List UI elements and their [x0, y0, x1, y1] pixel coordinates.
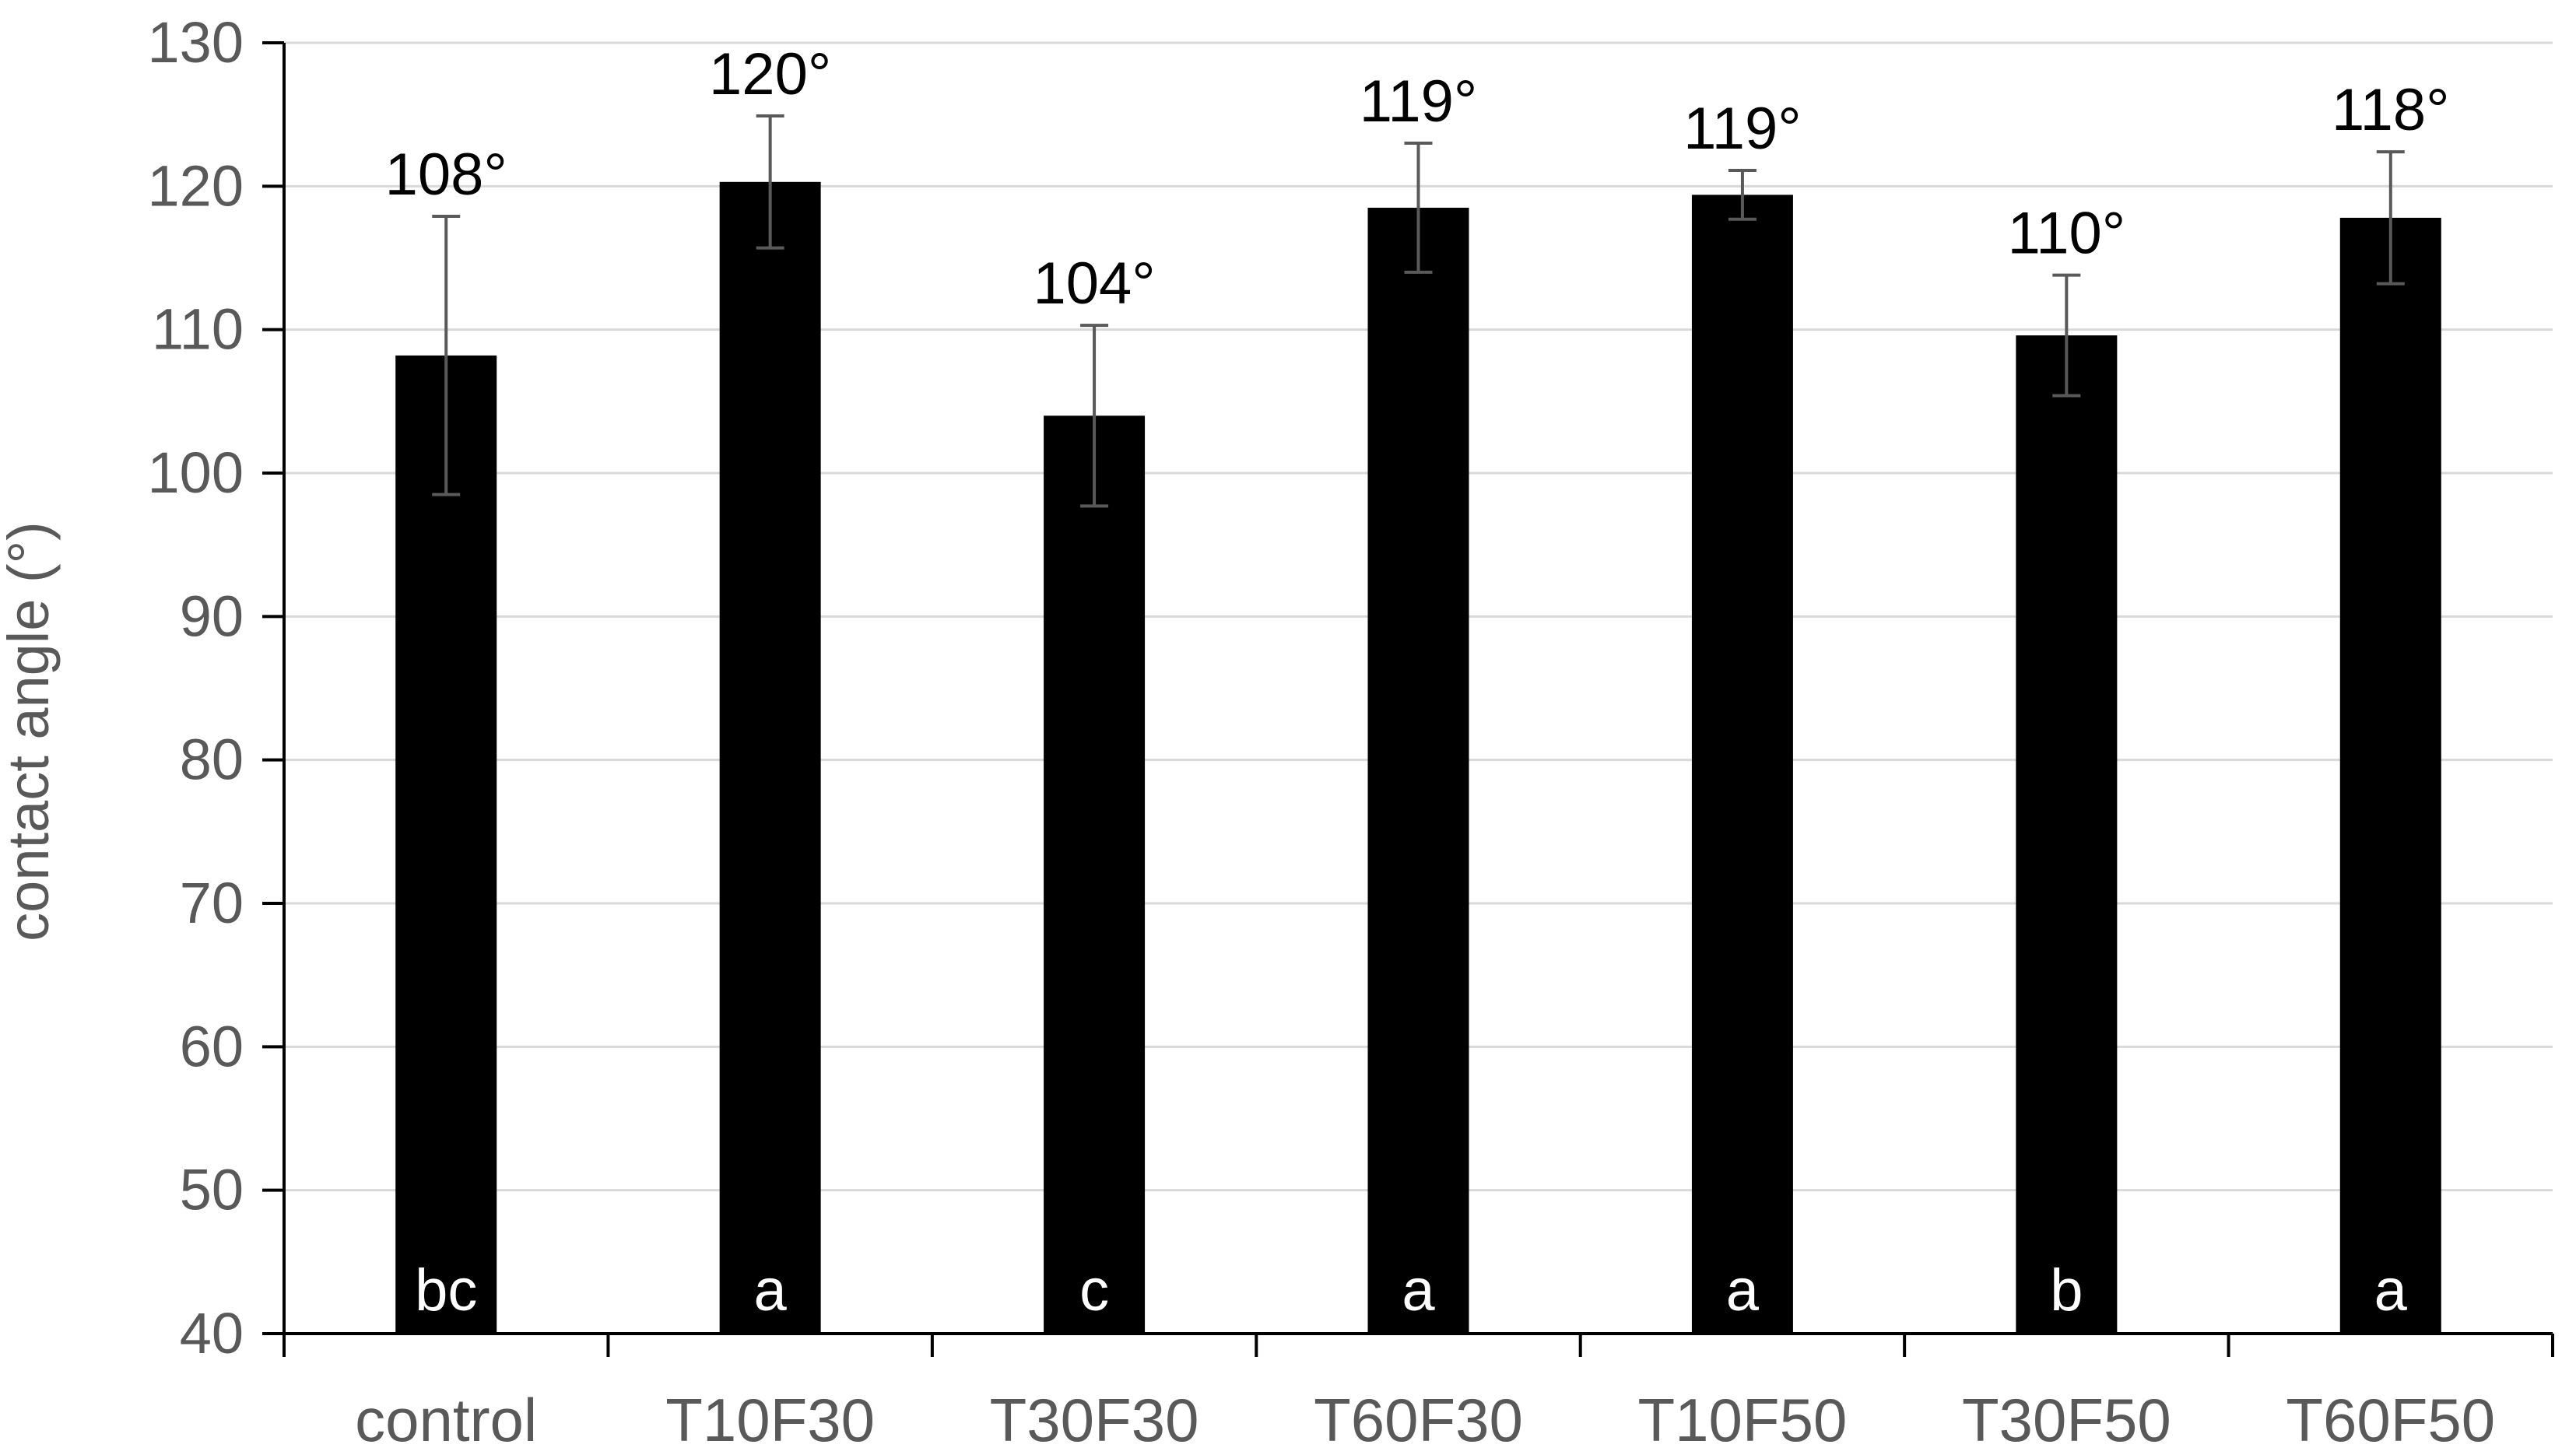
axes	[262, 41, 2554, 1357]
x-tick-label-T10F30: T10F30	[665, 1386, 875, 1454]
x-tick-label-T60F30: T60F30	[1314, 1386, 1523, 1454]
x-tick-label-T60F50: T60F50	[2286, 1386, 2495, 1454]
bar-T60F50	[2339, 217, 2441, 1334]
x-tick-label-T30F30: T30F30	[990, 1386, 1199, 1454]
value-label-T30F30: 104°	[1033, 251, 1155, 317]
y-axis-title: contact angle (°)	[0, 521, 61, 941]
group-letter-control: bc	[415, 1257, 477, 1324]
x-tick-label-T10F50: T10F50	[1638, 1386, 1848, 1454]
bar-T30F50	[2016, 335, 2118, 1334]
y-tick-label: 120	[148, 153, 244, 218]
value-label-T30F50: 110°	[2008, 201, 2126, 267]
error-bars	[432, 114, 2405, 508]
x-tick-label-T30F50: T30F50	[1962, 1386, 2171, 1454]
y-tick-label: 90	[180, 584, 244, 648]
value-label-T60F30: 119°	[1360, 68, 1478, 135]
bar-T10F30	[719, 181, 821, 1334]
value-label-control: 108°	[385, 142, 507, 208]
group-letter-T60F30: a	[1402, 1257, 1435, 1324]
group-letter-T60F50: a	[2374, 1257, 2408, 1324]
value-label-T10F30: 120°	[709, 41, 831, 107]
value-label-T10F50: 119°	[1683, 96, 1802, 162]
bar-T10F50	[1691, 195, 1793, 1334]
y-tick-label: 130	[148, 10, 244, 75]
group-letter-T30F30: c	[1079, 1257, 1109, 1324]
labels: 405060708090100110120130108°bccontrol120…	[148, 10, 2496, 1454]
y-tick-label: 80	[180, 728, 244, 792]
y-tick-label: 70	[180, 871, 244, 935]
y-tick-label: 60	[180, 1014, 244, 1078]
value-label-T60F50: 118°	[2332, 77, 2450, 143]
bar-control	[395, 355, 497, 1334]
bar-T60F30	[1367, 207, 1469, 1334]
group-letter-T10F30: a	[754, 1257, 788, 1324]
y-tick-label: 110	[152, 297, 244, 362]
y-tick-label: 50	[180, 1158, 244, 1222]
bar-T30F30	[1044, 415, 1146, 1334]
group-letter-T10F50: a	[1726, 1257, 1760, 1324]
y-tick-label: 100	[148, 440, 244, 505]
y-tick-label: 40	[180, 1301, 244, 1366]
group-letter-T30F50: b	[2050, 1257, 2083, 1324]
x-tick-label-control: control	[355, 1386, 537, 1454]
bars	[395, 181, 2441, 1334]
